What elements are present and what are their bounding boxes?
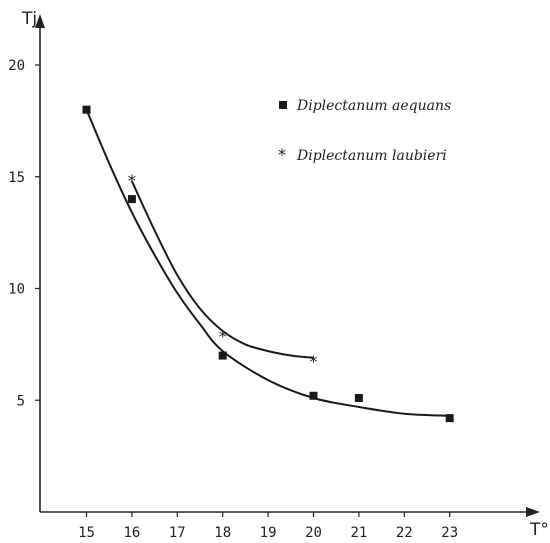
y-tick-label: 20 bbox=[8, 58, 25, 74]
x-axis-label: T° bbox=[529, 520, 549, 540]
curves bbox=[85, 109, 450, 417]
y-tick-label: 5 bbox=[17, 393, 25, 409]
data-point-star: * bbox=[219, 327, 227, 346]
data-point-square bbox=[127, 195, 136, 204]
data-point-square bbox=[218, 351, 227, 360]
markers: * * * bbox=[82, 105, 454, 423]
data-point-star: * bbox=[310, 352, 318, 371]
legend-label-laubieri: Diplectanum laubieri bbox=[296, 148, 447, 164]
x-tick-label: 23 bbox=[441, 525, 458, 541]
x-tick-label: 22 bbox=[396, 525, 413, 541]
data-point-square bbox=[445, 414, 454, 423]
x-axis-arrow bbox=[526, 507, 540, 517]
y-axis-arrow bbox=[35, 14, 45, 28]
legend-marker-square bbox=[279, 101, 287, 109]
x-tick-label: 18 bbox=[214, 525, 231, 541]
x-tick-label: 21 bbox=[350, 525, 367, 541]
data-point-star: * bbox=[128, 171, 136, 190]
series-curve-0 bbox=[85, 109, 450, 417]
x-tick-label: 19 bbox=[260, 525, 277, 541]
legend-marker-star: * bbox=[278, 145, 286, 164]
y-ticks: 5 10 15 20 bbox=[8, 58, 40, 409]
legend: Diplectanum aequans * Diplectanum laubie… bbox=[278, 98, 451, 164]
y-tick-label: 10 bbox=[8, 282, 25, 298]
series-curve-1 bbox=[130, 180, 314, 359]
x-tick-label: 16 bbox=[123, 525, 140, 541]
x-tick-label: 17 bbox=[169, 525, 186, 541]
x-tick-label: 15 bbox=[78, 525, 95, 541]
x-tick-label: 20 bbox=[305, 525, 322, 541]
data-point-square bbox=[82, 105, 91, 114]
y-axis-label: Tj bbox=[21, 9, 37, 29]
y-tick-label: 15 bbox=[8, 170, 25, 186]
x-ticks: 15 16 17 18 19 20 21 22 23 bbox=[78, 512, 458, 541]
data-point-square bbox=[309, 391, 318, 400]
data-point-square bbox=[354, 394, 363, 403]
legend-label-aequans: Diplectanum aequans bbox=[296, 98, 451, 114]
